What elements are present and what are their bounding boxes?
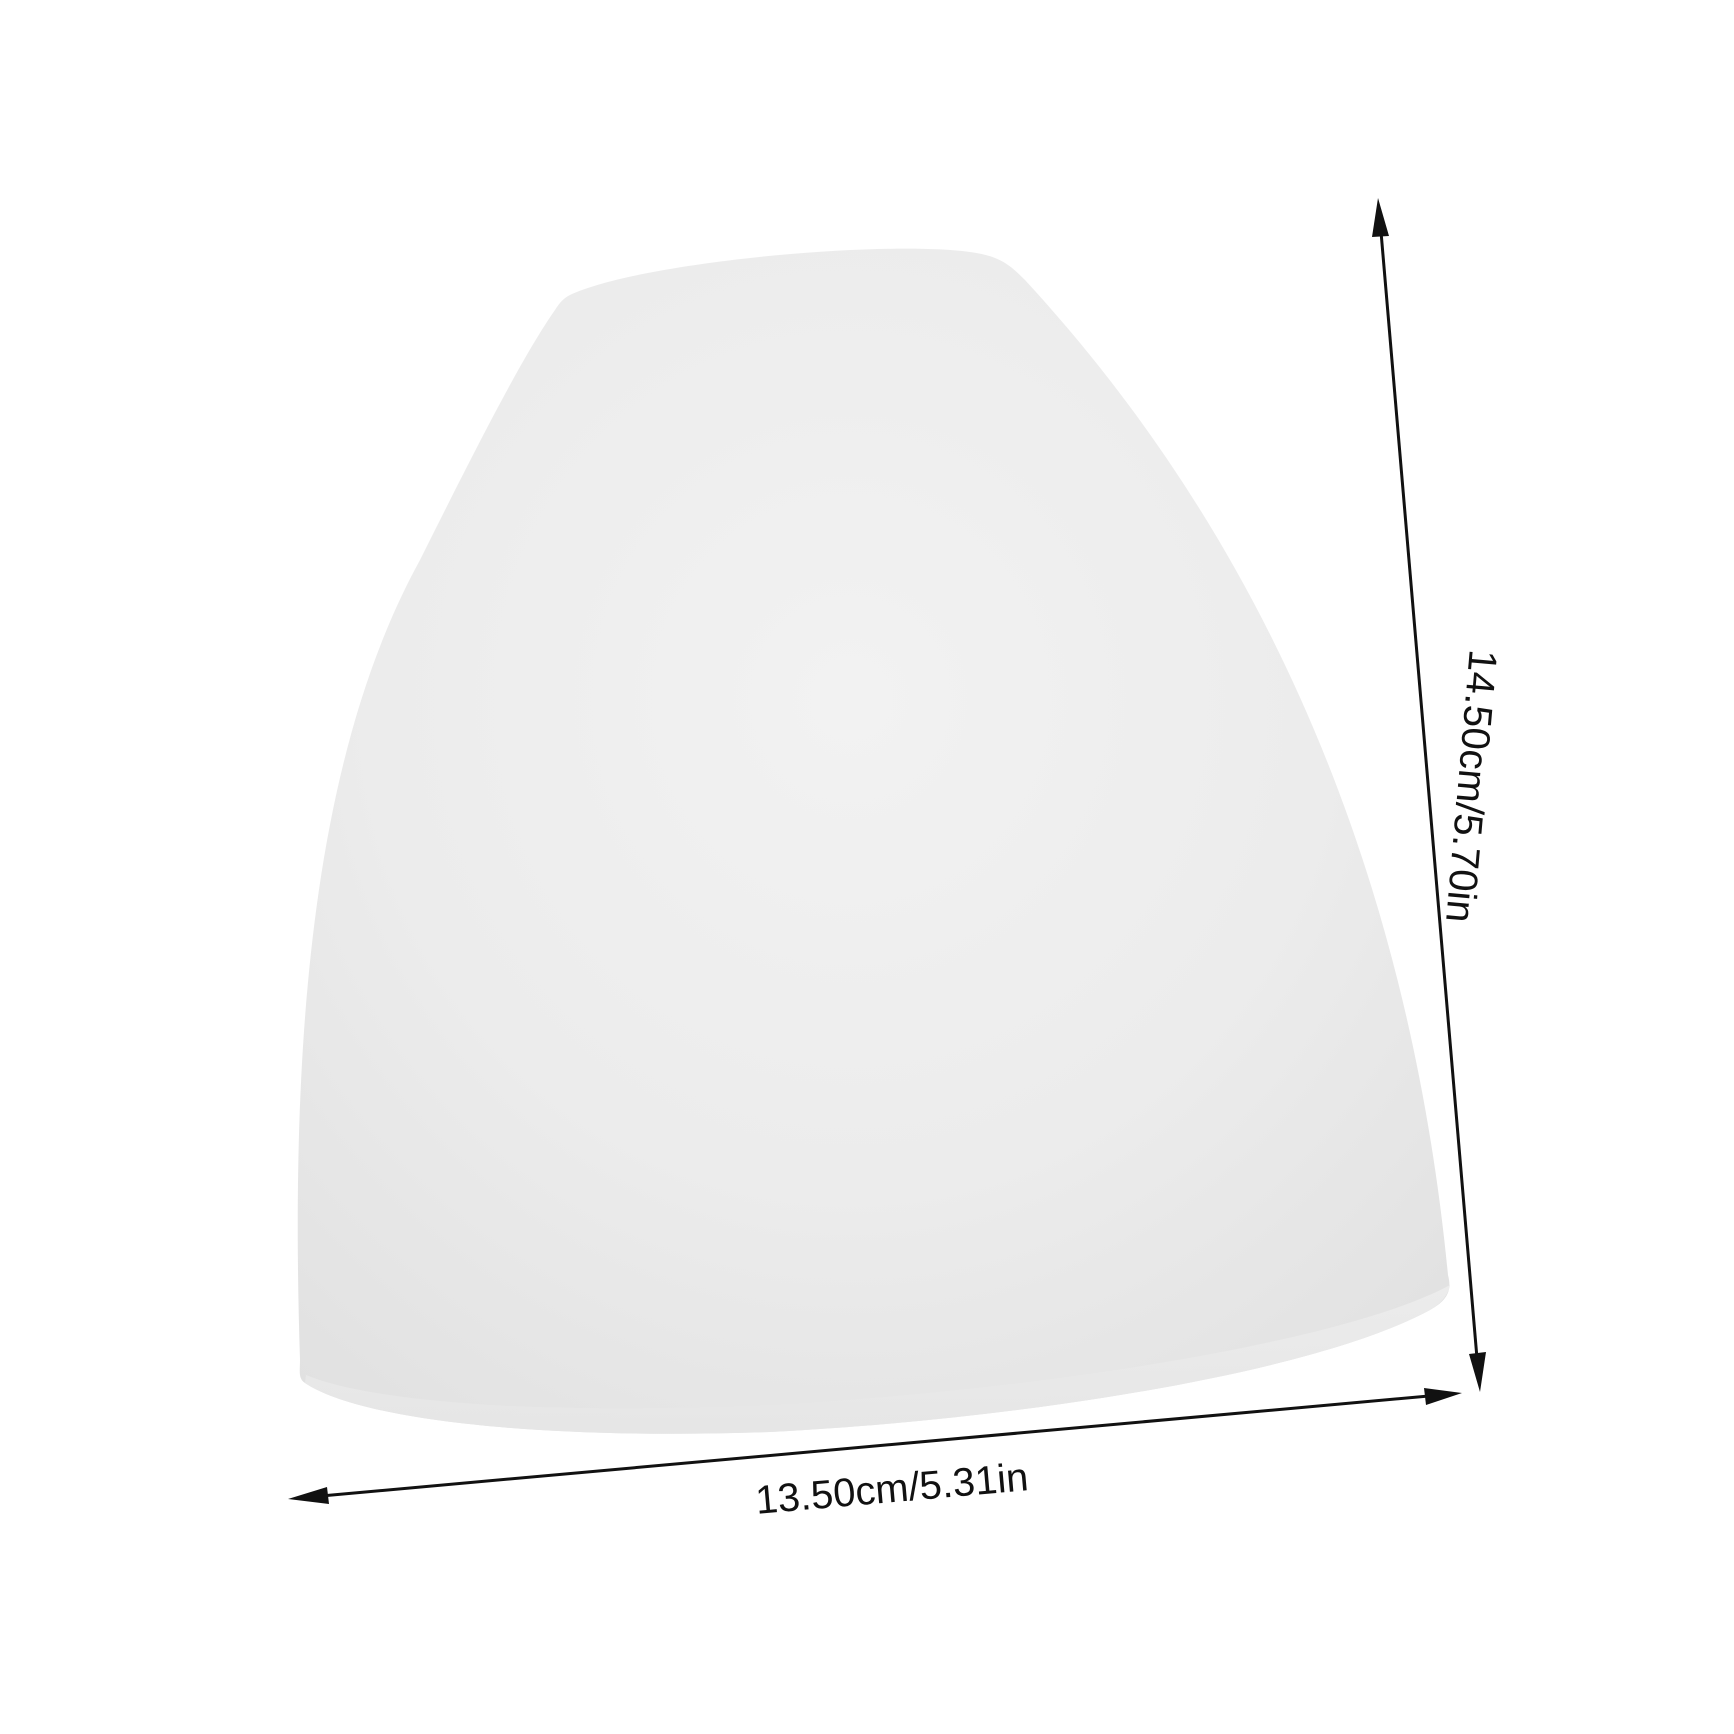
height-arrow-top (1372, 198, 1389, 237)
width-dimension-line (309, 1393, 1441, 1499)
lamp-shade-rim (305, 1285, 1450, 1434)
height-dimension-line (1378, 219, 1480, 1371)
width-dimension-label: 13.50cm/5.31in (754, 1455, 1030, 1523)
height-arrow-bottom (1469, 1352, 1486, 1392)
width-arrow-right (1424, 1388, 1462, 1405)
lamp-shade (297, 248, 1450, 1434)
width-arrow-left (288, 1487, 329, 1504)
lamp-shade-body (297, 248, 1450, 1434)
height-dimension-label: 14.50cm/5.70in (1437, 648, 1505, 924)
